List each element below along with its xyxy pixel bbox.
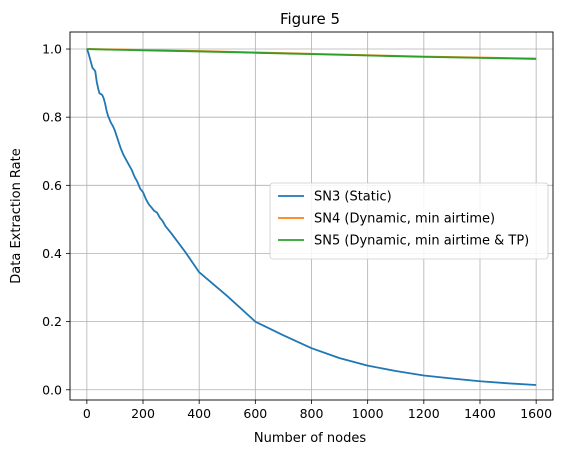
y-tick-label: 0.2: [42, 314, 62, 329]
y-axis-label: Data Extraction Rate: [9, 148, 24, 283]
y-tick-label: 0.8: [42, 110, 62, 125]
x-axis-label: Number of nodes: [254, 431, 366, 446]
plot-area-frame: [69, 31, 554, 401]
series-line-3: [86, 48, 537, 60]
series-group: [86, 48, 537, 386]
legend: SN3 (Static) SN4 (Dynamic, min airtime) SN…: [269, 182, 549, 260]
x-tick-label: 1200: [408, 406, 440, 421]
x-tick-label: 200: [131, 406, 155, 421]
chart-title: Figure 5: [280, 10, 340, 28]
x-tick-label: 600: [243, 406, 267, 421]
x-tick-label: 400: [187, 406, 211, 421]
legend-label-1: SN3 (Static): [314, 190, 392, 205]
grid: [70, 32, 553, 400]
series-line-1: [86, 48, 537, 386]
y-tick-label: 0.6: [42, 178, 62, 193]
x-tick-label: 800: [300, 406, 324, 421]
legend-label-3: SN5 (Dynamic, min airtime & TP): [314, 234, 529, 249]
legend-box: [269, 182, 549, 260]
x-tick-label: 1000: [352, 406, 384, 421]
axis-ticks: 0 200 400 600 800 1000 1200 1400 1600 0.0 0.2 0.4 0.…: [42, 42, 552, 421]
y-tick-label: 1.0: [42, 42, 62, 57]
legend-label-2: SN4 (Dynamic, min airtime): [314, 212, 495, 227]
x-tick-label: 1400: [464, 406, 496, 421]
y-tick-label: 0.4: [42, 246, 62, 261]
x-tick-label: 1600: [520, 406, 552, 421]
y-tick-label: 0.0: [42, 382, 62, 397]
x-tick-label: 0: [83, 406, 91, 421]
